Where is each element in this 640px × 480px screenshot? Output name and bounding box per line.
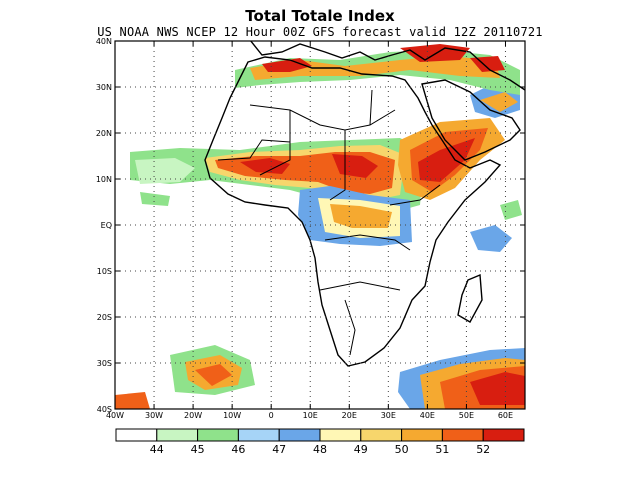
lon-tick-label: 20W [184, 411, 202, 420]
field-north-orange [250, 56, 500, 80]
colorbar-swatch [197, 428, 239, 442]
africa-border [217, 139, 291, 161]
colorbar-swatch [115, 428, 158, 442]
field-sahel-band-peak [240, 158, 290, 174]
field-atlantic-green [135, 158, 195, 184]
lon-tick-label: 10E [303, 411, 318, 420]
lon-tick-label: 30W [145, 411, 163, 420]
lat-tick-label: 20N [96, 129, 112, 138]
colorbar-tick-label: 48 [313, 443, 327, 456]
coastlines [204, 41, 525, 367]
lat-tick-label: 30S [97, 359, 112, 368]
africa-coastline [204, 56, 502, 367]
field-north-red [262, 58, 312, 72]
colorbar-swatch [156, 428, 199, 442]
lat-tick-label: 10N [96, 175, 112, 184]
colorbar-tick-label: 51 [435, 443, 449, 456]
index-field [115, 44, 525, 409]
lon-tick-label: 60E [498, 411, 513, 420]
africa-border [389, 184, 441, 206]
field-sahel-band-peak [332, 154, 378, 178]
colorbar-tick-label: 49 [354, 443, 368, 456]
colorbar-tick-label: 44 [150, 443, 164, 456]
latitude-axis: 40N 30N 20N 10N EQ 10S 20S 30S 40S [96, 37, 525, 414]
field-ethiopia-peak [418, 138, 475, 182]
longitude-axis: 40W 30W 20W 10W 0 10E 20E 30E 40E 50E 60E [106, 41, 513, 420]
colorbar-tick-label: 47 [272, 443, 286, 456]
lon-tick-label: 10W [223, 411, 241, 420]
africa-border [344, 299, 356, 356]
field-west-africa-green [140, 192, 170, 206]
lat-tick-label: 40N [96, 37, 112, 46]
lon-tick-label: 40W [106, 411, 124, 420]
field-arabia-orange [480, 92, 518, 112]
arabia-coast [421, 79, 521, 161]
lon-tick-label: 0 [269, 411, 274, 420]
colorbar-swatch [441, 428, 484, 442]
field-south-atlantic-red [195, 364, 232, 386]
colorbar-swatch [360, 428, 403, 442]
lon-tick-label: 40E [420, 411, 435, 420]
colorbar-tick-label: 45 [191, 443, 205, 456]
field-east-africa-green [500, 200, 522, 220]
africa-border [329, 130, 346, 201]
colorbar-swatch [237, 428, 280, 442]
africa-border [249, 104, 396, 131]
lon-tick-label: 20E [342, 411, 357, 420]
field-south-atlantic-corner [115, 392, 150, 409]
africa-border [369, 89, 373, 126]
colorbar-swatch [401, 428, 443, 442]
madagascar [457, 273, 483, 323]
lat-tick-label: 20S [97, 313, 112, 322]
page-subtitle: US NOAA NWS NCEP 12 Hour 00Z GFS forecas… [97, 25, 543, 39]
lon-tick-label: 30E [381, 411, 396, 420]
lat-tick-label: EQ [101, 221, 112, 230]
field-congo-orange [330, 204, 392, 228]
page-title: Total Totale Index [245, 7, 395, 25]
colorbar-tick-label: 50 [395, 443, 409, 456]
africa-border [319, 281, 401, 291]
lon-tick-label: 50E [459, 411, 474, 420]
lat-tick-label: 40S [97, 405, 112, 414]
europe-coast [249, 41, 525, 91]
colorbar: 44 45 46 47 48 49 50 51 52 [115, 428, 525, 456]
colorbar-swatch [482, 428, 525, 442]
colorbar-tick-label: 52 [476, 443, 490, 456]
africa-border [259, 110, 291, 176]
field-indian-ocean-peak [470, 372, 525, 405]
gridlines [115, 41, 525, 409]
field-east-africa-blue [470, 225, 512, 252]
africa-border [324, 234, 411, 251]
colorbar-tick-label: 46 [231, 443, 245, 456]
lat-tick-label: 30N [96, 83, 112, 92]
colorbar-swatch [319, 428, 362, 442]
lat-tick-label: 10S [97, 267, 112, 276]
colorbar-swatch [278, 428, 321, 442]
